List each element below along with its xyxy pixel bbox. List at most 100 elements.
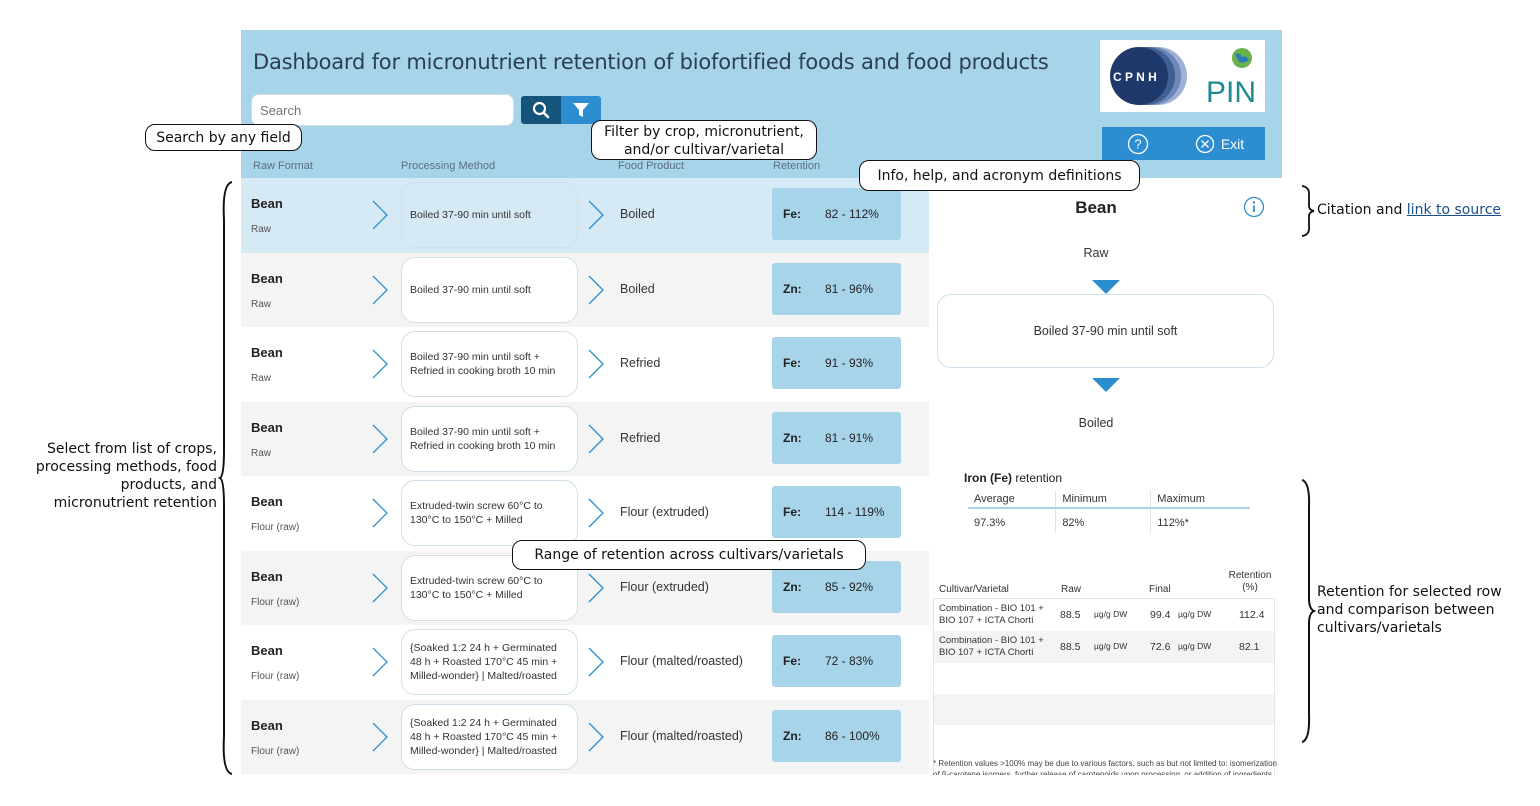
stat-header-average: Average <box>968 490 1056 509</box>
row-nutrient: Fe: <box>783 207 801 221</box>
row-raw-format: Flour (raw) <box>251 596 300 608</box>
row-crop: Bean <box>251 494 283 509</box>
row-retention-range: 82 - 112% <box>825 207 879 221</box>
column-header-processing-method[interactable]: Processing Method <box>401 160 496 172</box>
chevron-right-icon <box>588 573 604 602</box>
retention-section-title: Iron (Fe) retention <box>964 471 1062 485</box>
row-crop: Bean <box>251 345 283 360</box>
row-raw-format: Raw <box>251 298 272 310</box>
chevron-right-icon <box>372 349 388 379</box>
annotation-filter: Filter by crop, micronutrient, and/or cu… <box>591 120 817 160</box>
row-crop: Bean <box>251 717 283 733</box>
column-header-food-product[interactable]: Food Product <box>618 160 685 172</box>
row-nutrient: Zn: <box>783 579 802 594</box>
column-header-retention[interactable]: Retention <box>773 160 821 172</box>
row-retention-badge: Zn: 86 - 100% <box>772 709 901 762</box>
table-row[interactable]: Bean Raw Boiled 37-90 min until soft Boi… <box>241 252 929 327</box>
row-retention-range: 86 - 100% <box>825 728 880 743</box>
table-row[interactable]: Bean Flour (raw) Extruded-twin screw 60°… <box>241 476 929 551</box>
row-food-product: Refried <box>620 356 661 370</box>
brace-right-citation-icon <box>1301 185 1315 237</box>
cultivar-name: Combination - BIO 101 + BIO 107 + ICTA C… <box>939 635 1044 658</box>
results-list: Bean Raw Boiled 37-90 min until soft Boi… <box>241 178 929 774</box>
header: Dashboard for micronutrient retention of… <box>241 30 1282 178</box>
source-link[interactable]: link to source <box>1406 202 1502 218</box>
partner-logos: C P N H PIN <box>1100 40 1265 112</box>
cultivar-final-unit: µg/g DW <box>1178 641 1212 651</box>
retention-footnote: * Retention values >100% may be due to v… <box>933 759 1277 775</box>
cultivar-raw-unit: µg/g DW <box>1094 641 1128 651</box>
chevron-right-icon <box>588 275 604 304</box>
cultivar-retention-header: Retention (%) <box>1228 570 1272 593</box>
detail-panel: Bean Raw Boiled 37-90 min until soft Boi… <box>931 178 1282 775</box>
cultivar-retention-value: 112.4 <box>1239 609 1265 621</box>
exit-label: Exit <box>1220 135 1245 152</box>
row-raw-format: Flour (raw) <box>251 671 300 682</box>
row-retention-range: 91 - 93% <box>825 356 874 370</box>
detail-processing-method: Boiled 37-90 min until soft <box>937 294 1274 368</box>
cultivar-raw-value: 88.5 <box>1060 609 1081 621</box>
row-nutrient: Zn: <box>783 728 802 743</box>
row-retention-range: 72 - 83% <box>825 654 874 668</box>
stat-header-maximum: Maximum <box>1150 490 1250 509</box>
cpnh-logo: C P N H <box>1110 47 1187 105</box>
pin-logo-text: PIN <box>1206 76 1256 108</box>
row-processing-method: Boiled 37-90 min until soft + Refried in… <box>401 331 578 397</box>
row-processing-method: Extruded-twin screw 60°C to 130°C to 150… <box>401 554 578 621</box>
row-processing-method: Boiled 37-90 min until soft <box>401 182 578 248</box>
row-crop: Bean <box>251 196 283 211</box>
search-input[interactable] <box>251 94 514 126</box>
row-food-product: Flour (extruded) <box>620 505 709 519</box>
exit-button[interactable]: Exit <box>1174 127 1265 160</box>
dashboard: Dashboard for micronutrient retention of… <box>241 30 1282 775</box>
retention-title-nutrient: Iron (Fe) <box>964 471 1012 485</box>
row-retention-range: 81 - 96% <box>825 281 874 296</box>
search-button[interactable] <box>521 96 561 124</box>
row-retention-badge: Zn: 81 - 91% <box>772 411 901 464</box>
empty-row <box>934 663 1274 694</box>
table-row[interactable]: Bean Raw Boiled 37-90 min until soft + R… <box>241 327 929 402</box>
stat-average: 97.3% <box>974 517 1006 529</box>
annotation-range: Range of retention across cultivars/vari… <box>512 540 866 570</box>
cultivar-name: Combination - BIO 101 + BIO 107 + ICTA C… <box>939 603 1044 626</box>
row-retention-badge: Zn: 81 - 96% <box>772 262 901 315</box>
annotation-citation: Citation and link to source <box>1317 201 1501 219</box>
row-crop: Bean <box>251 643 283 658</box>
table-row[interactable]: Bean Flour (raw) {Soaked 1:2 24 h + Germ… <box>241 699 929 774</box>
column-header-raw-format[interactable]: Raw Format <box>253 160 313 172</box>
table-row[interactable]: Bean Raw Boiled 37-90 min until soft Boi… <box>241 178 929 253</box>
filter-button[interactable] <box>561 96 601 124</box>
row-crop: Bean <box>251 419 283 435</box>
row-processing-method: Boiled 37-90 min until soft + Refried in… <box>401 405 578 472</box>
annotation-citation-text: Citation and <box>1317 202 1407 218</box>
row-processing-method: Extruded-twin screw 60°C to 130°C to 150… <box>401 480 578 546</box>
row-crop: Bean <box>251 568 283 584</box>
cultivar-raw-header: Raw <box>1061 584 1082 595</box>
row-processing-method: Boiled 37-90 min until soft <box>401 256 578 323</box>
empty-row <box>934 694 1274 725</box>
annotation-search: Search by any field <box>145 124 302 151</box>
stat-maximum: 112%* <box>1150 508 1250 533</box>
row-raw-format: Raw <box>251 447 272 459</box>
table-row[interactable]: Combination - BIO 101 + BIO 107 + ICTA C… <box>934 599 1274 631</box>
stat-header-minimum: Minimum <box>1055 490 1151 509</box>
retention-title-suffix: retention <box>1012 471 1063 485</box>
table-row[interactable]: Bean Raw Boiled 37-90 min until soft + R… <box>241 401 929 476</box>
chevron-right-icon <box>588 349 604 379</box>
table-row[interactable]: Combination - BIO 101 + BIO 107 + ICTA C… <box>934 631 1274 663</box>
row-food-product: Refried <box>620 430 661 445</box>
cultivar-raw-unit: µg/g DW <box>1094 609 1128 619</box>
info-icon[interactable] <box>1243 196 1265 218</box>
empty-row <box>934 725 1274 756</box>
cultivar-raw-value: 88.5 <box>1060 641 1081 653</box>
help-button[interactable]: ? <box>1102 127 1174 160</box>
row-retention-range: 81 - 91% <box>825 430 874 445</box>
detail-raw-format: Raw <box>1083 246 1109 260</box>
row-nutrient: Zn: <box>783 430 802 445</box>
table-row[interactable]: Bean Flour (raw) {Soaked 1:2 24 h + Germ… <box>241 625 929 700</box>
chevron-right-icon <box>372 424 388 453</box>
brace-left-icon <box>218 181 233 775</box>
row-food-product: Flour (malted/roasted) <box>620 728 743 743</box>
close-icon <box>1195 134 1214 153</box>
row-food-product: Flour (extruded) <box>620 579 709 594</box>
